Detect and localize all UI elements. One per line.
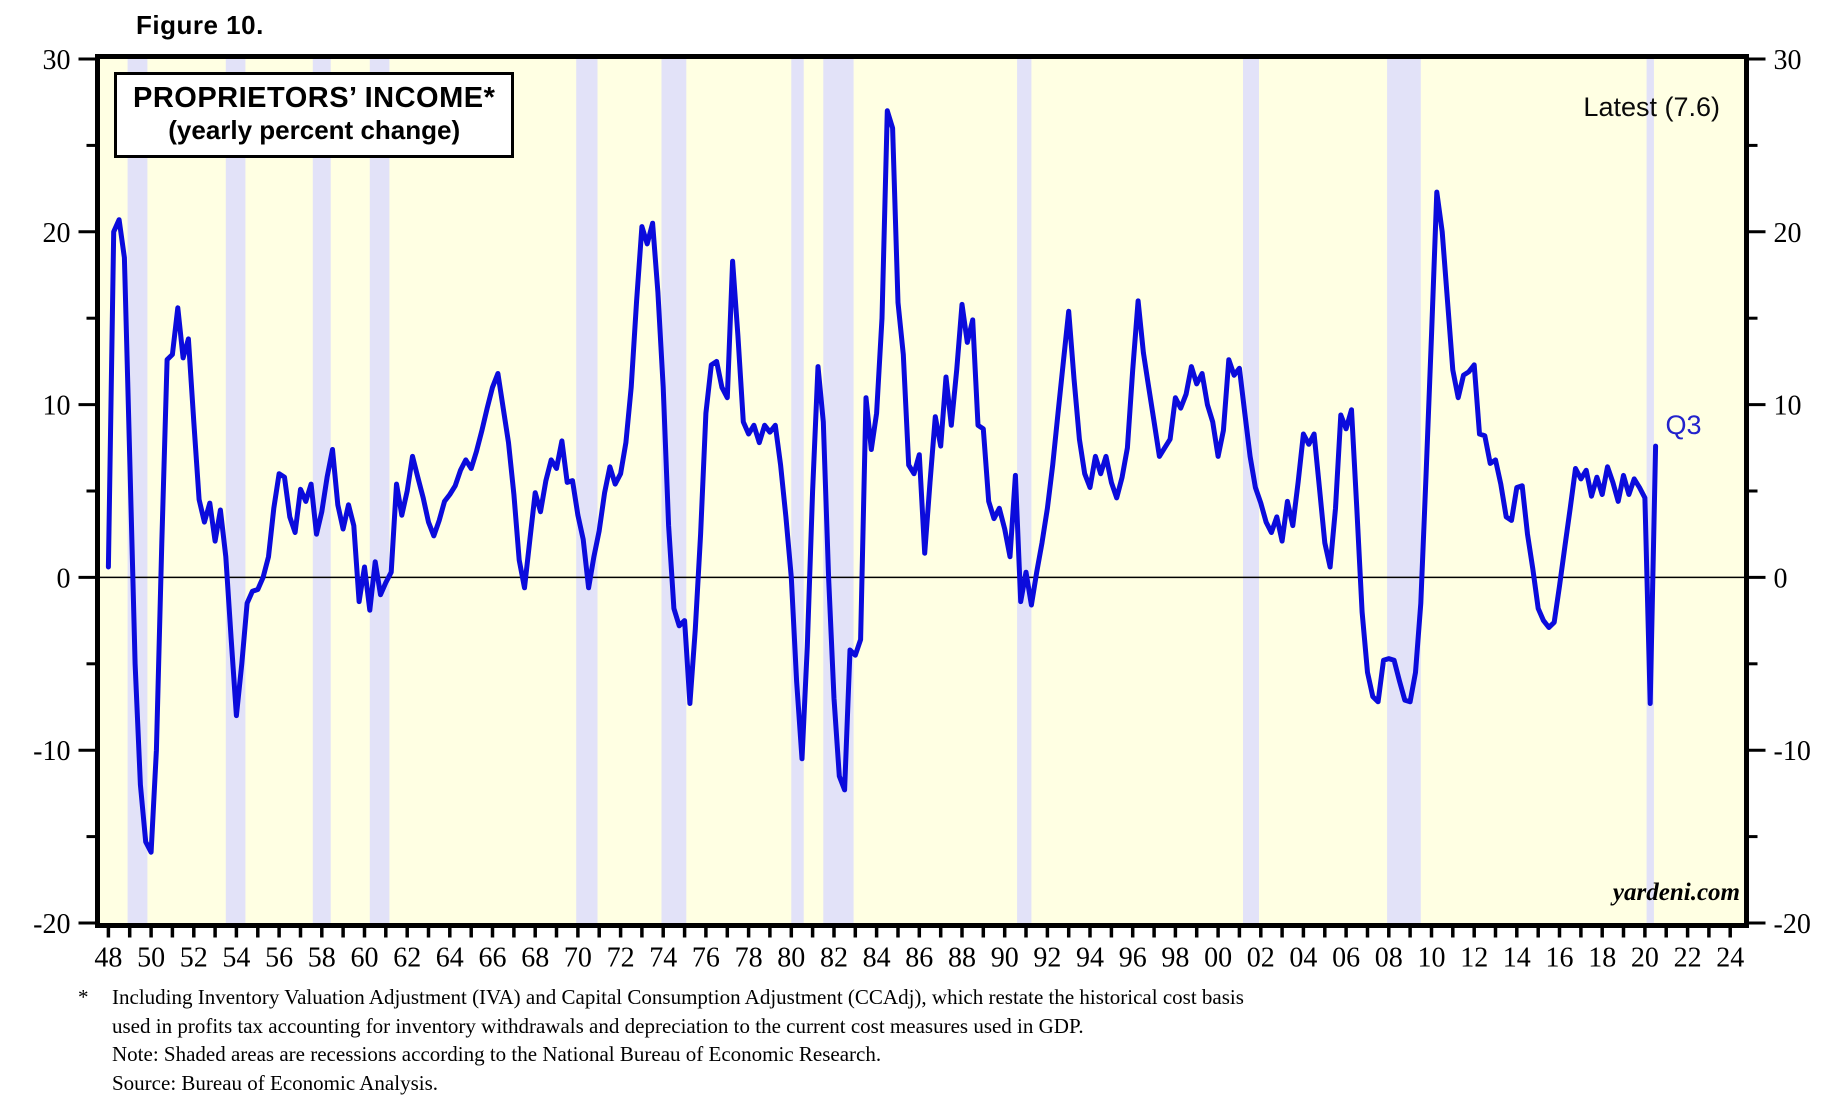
x-axis-label: 60 — [351, 943, 379, 974]
y-axis-label-right: 20 — [1774, 218, 1802, 249]
x-axis-label: 80 — [777, 943, 805, 974]
footnote-block: * Including Inventory Valuation Adjustme… — [78, 983, 1678, 1097]
x-axis-label: 82 — [820, 943, 848, 974]
figure-label: Figure 10. — [136, 10, 264, 40]
latest-value-label: Latest (7.6) — [1583, 92, 1720, 122]
y-axis-label-right: 10 — [1774, 391, 1802, 422]
x-axis-label: 02 — [1247, 943, 1275, 974]
footnote-line-4: Source: Bureau of Economic Analysis. — [112, 1070, 439, 1095]
y-axis-label-left: -20 — [33, 909, 70, 940]
last-point-label: Q3 — [1665, 410, 1702, 441]
chart-title: PROPRIETORS’ INCOME* — [133, 82, 496, 114]
income-line-series — [105, 108, 1659, 855]
recession-band-3 — [369, 59, 390, 923]
y-axis-label-left: -10 — [33, 736, 70, 767]
x-axis-label: 54 — [222, 943, 250, 974]
y-axis-label-right: 30 — [1774, 45, 1802, 76]
x-axis-label: 68 — [521, 943, 549, 974]
x-axis-label: 92 — [1033, 943, 1061, 974]
x-axis-label: 96 — [1119, 943, 1147, 974]
x-axis-label: 64 — [436, 943, 464, 974]
footnote-line-2: used in profits tax accounting for inven… — [112, 1013, 1084, 1038]
recession-band-6 — [791, 59, 804, 923]
chart-title-box: PROPRIETORS’ INCOME* (yearly percent cha… — [114, 72, 515, 158]
x-axis-label: 00 — [1204, 943, 1232, 974]
x-axis-label: 66 — [479, 943, 507, 974]
x-axis-label: 16 — [1546, 943, 1574, 974]
x-axis-label: 10 — [1418, 943, 1446, 974]
x-axis-label: 56 — [265, 943, 293, 974]
x-axis-label: 88 — [948, 943, 976, 974]
footnote-line-1: Including Inventory Valuation Adjustment… — [112, 985, 1244, 1009]
x-axis-label: 90 — [991, 943, 1019, 974]
x-axis-label: 52 — [180, 943, 208, 974]
recession-band-1 — [225, 59, 246, 923]
recession-band-4 — [576, 59, 598, 923]
x-axis-label: 78 — [735, 943, 763, 974]
chart-subtitle: (yearly percent change) — [168, 115, 461, 145]
x-axis-label: 70 — [564, 943, 592, 974]
x-axis-label: 72 — [607, 943, 635, 974]
footnote-asterisk: * — [78, 985, 89, 1009]
x-axis-label: 12 — [1460, 943, 1488, 974]
x-axis-label: 98 — [1161, 943, 1189, 974]
y-axis-label-left: 20 — [43, 218, 71, 249]
x-axis-label: 04 — [1289, 943, 1317, 974]
x-axis-label: 18 — [1588, 943, 1616, 974]
x-axis-label: 50 — [137, 943, 165, 974]
y-axis-label-right: -10 — [1774, 736, 1811, 767]
x-axis-label: 08 — [1375, 943, 1403, 974]
watermark-yardeni: yardeni.com — [1612, 879, 1740, 906]
recession-band-8 — [1017, 59, 1032, 923]
footnote-line-3: Note: Shaded areas are recessions accord… — [112, 1042, 882, 1066]
x-axis-label: 76 — [692, 943, 720, 974]
x-axis-label: 14 — [1503, 943, 1531, 974]
x-axis-label: 74 — [649, 943, 677, 974]
x-axis-label: 86 — [905, 943, 933, 974]
x-axis-label: 62 — [393, 943, 421, 974]
y-axis-label-right: -20 — [1774, 909, 1811, 940]
x-axis-label: 06 — [1332, 943, 1360, 974]
x-axis-label: 48 — [94, 943, 122, 974]
x-axis-label: 84 — [863, 943, 891, 974]
recession-band-10 — [1387, 59, 1421, 923]
footnote-lines: Including Inventory Valuation Adjustment… — [112, 983, 1244, 1097]
x-axis-label: 58 — [308, 943, 336, 974]
y-axis-label-right: 0 — [1774, 563, 1788, 594]
recession-band-11 — [1646, 59, 1654, 923]
y-axis-label-left: 30 — [43, 45, 71, 76]
x-axis-label: 20 — [1631, 943, 1659, 974]
recession-band-2 — [312, 59, 331, 923]
x-axis-label: 22 — [1674, 943, 1702, 974]
recession-band-0 — [127, 59, 148, 923]
y-axis-label-left: 10 — [43, 391, 71, 422]
x-axis-label: 94 — [1076, 943, 1104, 974]
recession-band-9 — [1243, 59, 1259, 923]
x-axis-label: 24 — [1716, 943, 1744, 974]
y-axis-label-left: 0 — [57, 563, 71, 594]
